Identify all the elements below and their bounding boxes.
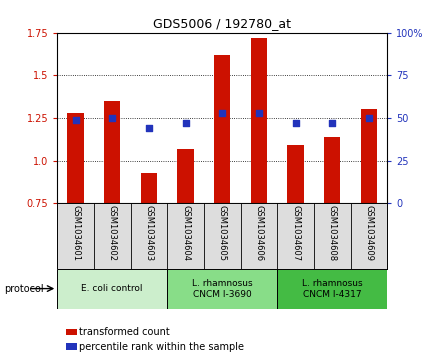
Bar bbox=[251, 38, 267, 203]
Bar bbox=[324, 137, 341, 203]
Title: GDS5006 / 192780_at: GDS5006 / 192780_at bbox=[153, 17, 291, 30]
Bar bbox=[141, 172, 157, 203]
Bar bbox=[67, 113, 84, 203]
Bar bbox=[167, 269, 277, 309]
Text: GSM1034608: GSM1034608 bbox=[328, 205, 337, 261]
Text: L. rhamnosus
CNCM I-3690: L. rhamnosus CNCM I-3690 bbox=[192, 278, 253, 299]
Text: GSM1034602: GSM1034602 bbox=[108, 205, 117, 261]
Text: L. rhamnosus
CNCM I-4317: L. rhamnosus CNCM I-4317 bbox=[302, 278, 363, 299]
Point bbox=[182, 120, 189, 126]
Point bbox=[292, 120, 299, 126]
Bar bbox=[287, 145, 304, 203]
Text: GSM1034609: GSM1034609 bbox=[364, 205, 374, 261]
Text: transformed count: transformed count bbox=[79, 327, 170, 337]
Point bbox=[219, 110, 226, 116]
Text: GSM1034604: GSM1034604 bbox=[181, 205, 190, 261]
Text: GSM1034603: GSM1034603 bbox=[144, 205, 154, 261]
Bar bbox=[214, 55, 231, 203]
Point bbox=[145, 125, 152, 131]
Point bbox=[109, 115, 116, 121]
Bar bbox=[277, 269, 387, 309]
Text: GSM1034606: GSM1034606 bbox=[254, 205, 264, 261]
Point bbox=[329, 120, 336, 126]
Text: GSM1034605: GSM1034605 bbox=[218, 205, 227, 261]
Text: protocol: protocol bbox=[4, 284, 44, 294]
Point bbox=[72, 117, 79, 123]
Bar bbox=[361, 110, 377, 203]
Text: GSM1034607: GSM1034607 bbox=[291, 205, 300, 261]
Point bbox=[365, 115, 372, 121]
Point bbox=[255, 110, 262, 116]
Text: GSM1034601: GSM1034601 bbox=[71, 205, 80, 261]
Bar bbox=[104, 101, 121, 203]
Text: percentile rank within the sample: percentile rank within the sample bbox=[79, 342, 244, 352]
Text: E. coli control: E. coli control bbox=[81, 284, 143, 293]
Bar bbox=[57, 269, 167, 309]
Bar bbox=[177, 149, 194, 203]
